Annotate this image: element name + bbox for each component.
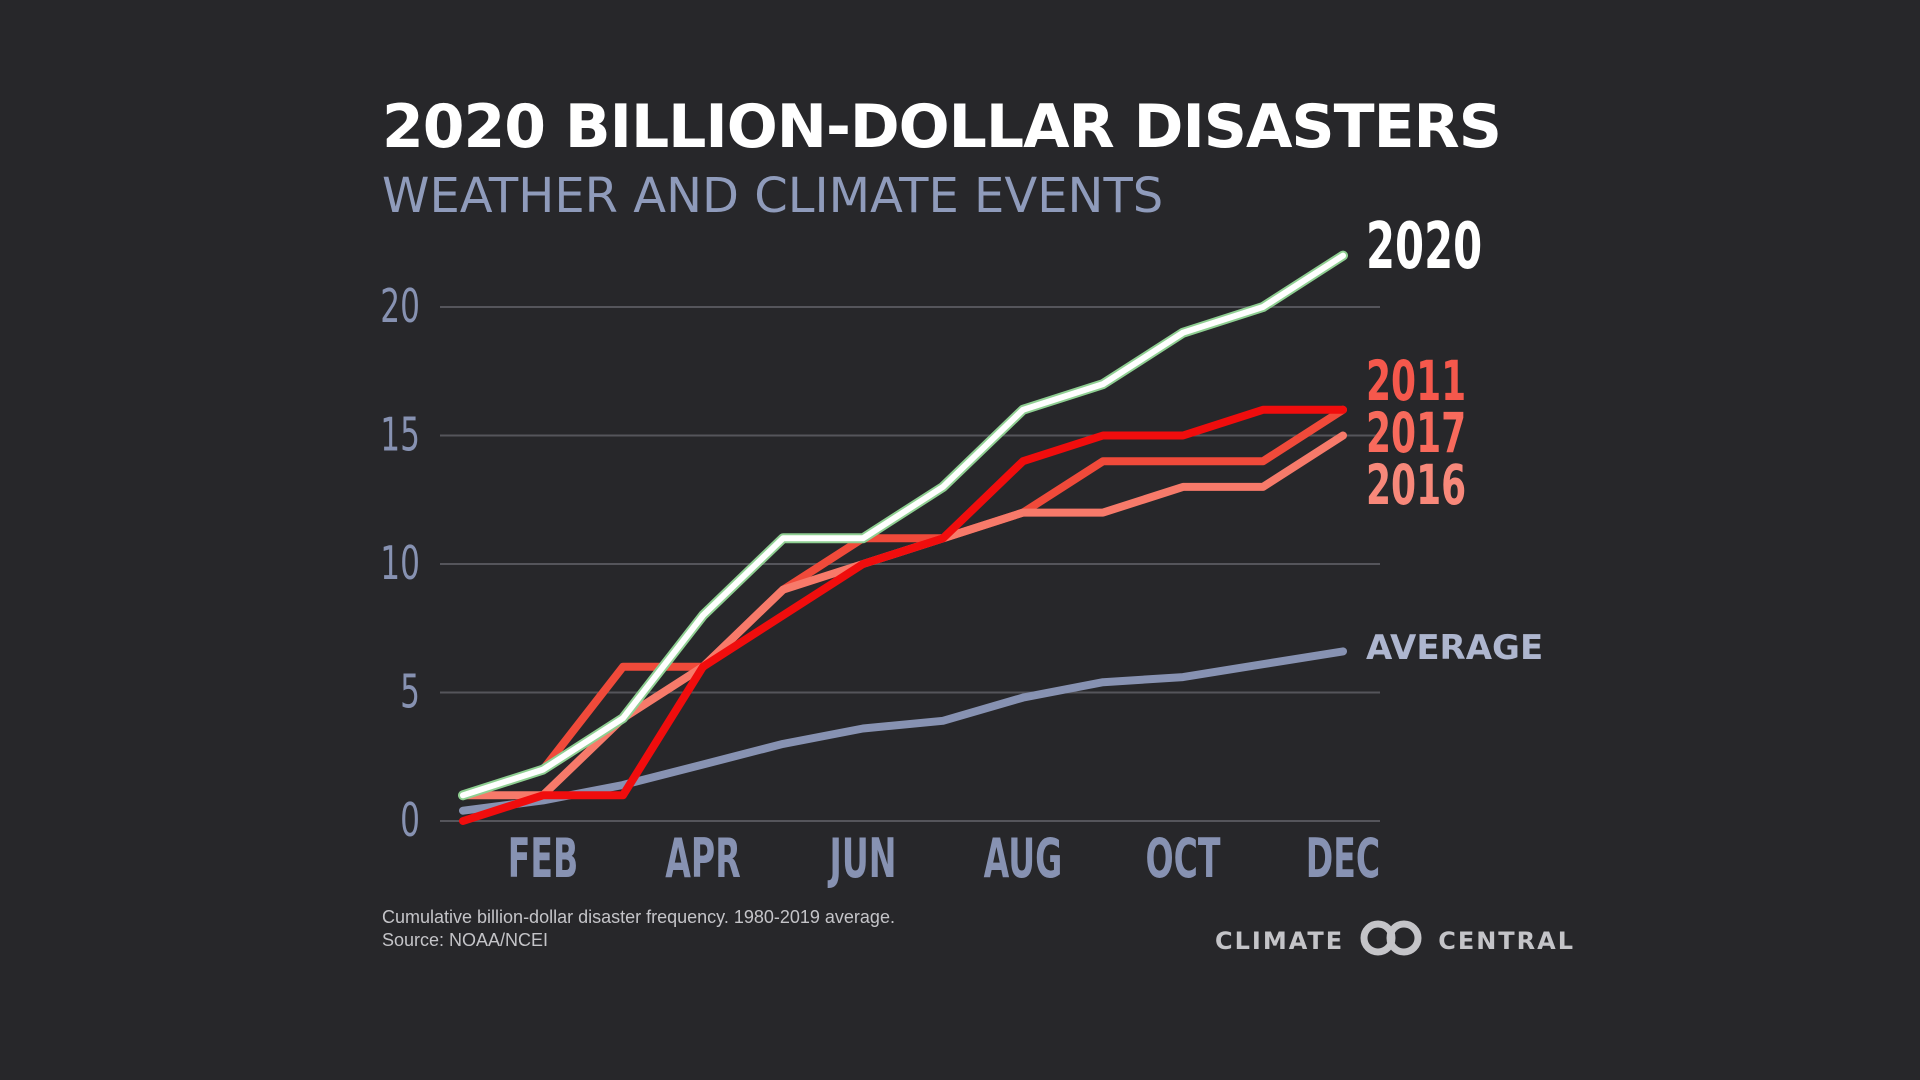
x-tick-label: FEB: [508, 826, 578, 890]
series-label-2020: 2020: [1366, 209, 1482, 284]
series-label-2011: 2011: [1366, 349, 1466, 413]
x-tick-label: OCT: [1145, 826, 1220, 890]
series-label-2016: 2016: [1366, 453, 1466, 517]
series-label-average: AVERAGE: [1366, 628, 1543, 668]
interlocking-rings-icon: [1356, 918, 1426, 964]
series-line-2011: [459, 405, 1347, 825]
series-line-2020-glow: [458, 250, 1348, 801]
x-tick-label: DEC: [1306, 826, 1380, 890]
y-tick-label: 10: [380, 538, 420, 591]
footnote-description: Cumulative billion-dollar disaster frequ…: [382, 907, 895, 927]
logo-text-left: CLIMATE: [1215, 927, 1345, 955]
climate-central-logo: CLIMATE CENTRAL: [1215, 918, 1575, 964]
series-line-average: [459, 647, 1347, 815]
y-tick-label: 15: [380, 410, 420, 463]
chart-title: 2020 BILLION-DOLLAR DISASTERS: [382, 92, 1502, 162]
chart-subtitle: WEATHER AND CLIMATE EVENTS: [382, 168, 1164, 224]
x-axis: FEB APR JUN AUG OCT DEC: [508, 826, 1380, 890]
series-line-2017: [459, 405, 1347, 800]
x-tick-label: APR: [665, 826, 740, 890]
series-line-2020: [460, 252, 1346, 799]
footnote: Cumulative billion-dollar disaster frequ…: [382, 906, 895, 952]
x-tick-label: JUN: [827, 826, 896, 890]
series-label-2017: 2017: [1366, 401, 1466, 465]
footnote-source: Source: NOAA/NCEI: [382, 930, 549, 950]
y-tick-label: 5: [400, 667, 420, 720]
y-tick-label: 20: [380, 281, 420, 334]
y-tick-label: 0: [400, 795, 420, 848]
logo-text-right: CENTRAL: [1438, 927, 1576, 955]
x-tick-label: AUG: [984, 826, 1063, 890]
series-lines: [458, 250, 1348, 825]
y-axis: 0 5 10 15 20: [380, 281, 420, 848]
grid: [440, 306, 1380, 822]
